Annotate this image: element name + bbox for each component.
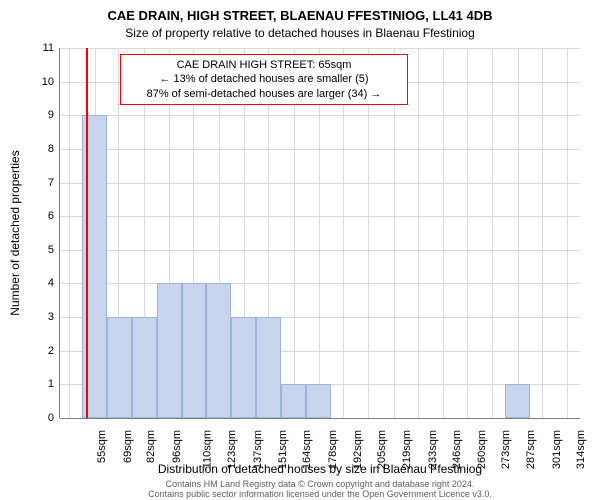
x-tick-label: 69sqm: [122, 430, 134, 463]
y-tick-label: 3: [24, 311, 54, 323]
info-line-2: ← 13% of detached houses are smaller (5): [127, 72, 401, 86]
histogram-bar: [107, 317, 132, 418]
grid-line-v: [542, 48, 543, 418]
chart-title: CAE DRAIN, HIGH STREET, BLAENAU FFESTINI…: [0, 8, 600, 23]
histogram-bar: [132, 317, 157, 418]
y-tick-label: 1: [24, 378, 54, 390]
property-info-box: CAE DRAIN HIGH STREET: 65sqm ← 13% of de…: [120, 54, 408, 105]
chart-subtitle: Size of property relative to detached ho…: [0, 26, 600, 40]
histogram-bar: [281, 384, 306, 418]
y-tick-label: 2: [24, 345, 54, 357]
histogram-bar: [182, 283, 207, 418]
grid-line-v: [567, 48, 568, 418]
grid-line-v: [492, 48, 493, 418]
y-axis-label: Number of detached properties: [8, 0, 22, 233]
y-tick-label: 10: [24, 76, 54, 88]
grid-line-v: [69, 48, 70, 418]
grid-line-v: [518, 48, 519, 418]
y-tick-label: 5: [24, 244, 54, 256]
x-tick-label: 55sqm: [96, 430, 108, 463]
info-line-1: CAE DRAIN HIGH STREET: 65sqm: [127, 58, 401, 72]
grid-line-v: [467, 48, 468, 418]
property-size-chart: CAE DRAIN, HIGH STREET, BLAENAU FFESTINI…: [0, 0, 600, 500]
histogram-bar: [157, 283, 182, 418]
histogram-bar: [505, 384, 530, 418]
x-axis-line: [60, 418, 580, 419]
histogram-bar: [306, 384, 331, 418]
info-line-3: 87% of semi-detached houses are larger (…: [127, 87, 401, 101]
histogram-bar: [256, 317, 281, 418]
y-tick-label: 11: [24, 42, 54, 54]
property-marker-line: [86, 48, 88, 418]
x-tick-label: 82sqm: [145, 430, 157, 463]
x-axis-label: Distribution of detached houses by size …: [60, 462, 580, 476]
footnote-line-2: Contains public sector information licen…: [60, 490, 580, 500]
x-tick-label: 96sqm: [171, 430, 183, 463]
y-tick-label: 0: [24, 412, 54, 424]
histogram-bar: [231, 317, 256, 418]
grid-line-v: [443, 48, 444, 418]
y-tick-label: 7: [24, 177, 54, 189]
y-tick-label: 8: [24, 143, 54, 155]
y-axis-line: [59, 48, 60, 418]
y-tick-label: 9: [24, 109, 54, 121]
chart-footnote: Contains HM Land Registry data © Crown c…: [60, 480, 580, 500]
y-tick-label: 6: [24, 210, 54, 222]
grid-line-v: [418, 48, 419, 418]
y-tick-label: 4: [24, 277, 54, 289]
histogram-bar: [206, 283, 231, 418]
